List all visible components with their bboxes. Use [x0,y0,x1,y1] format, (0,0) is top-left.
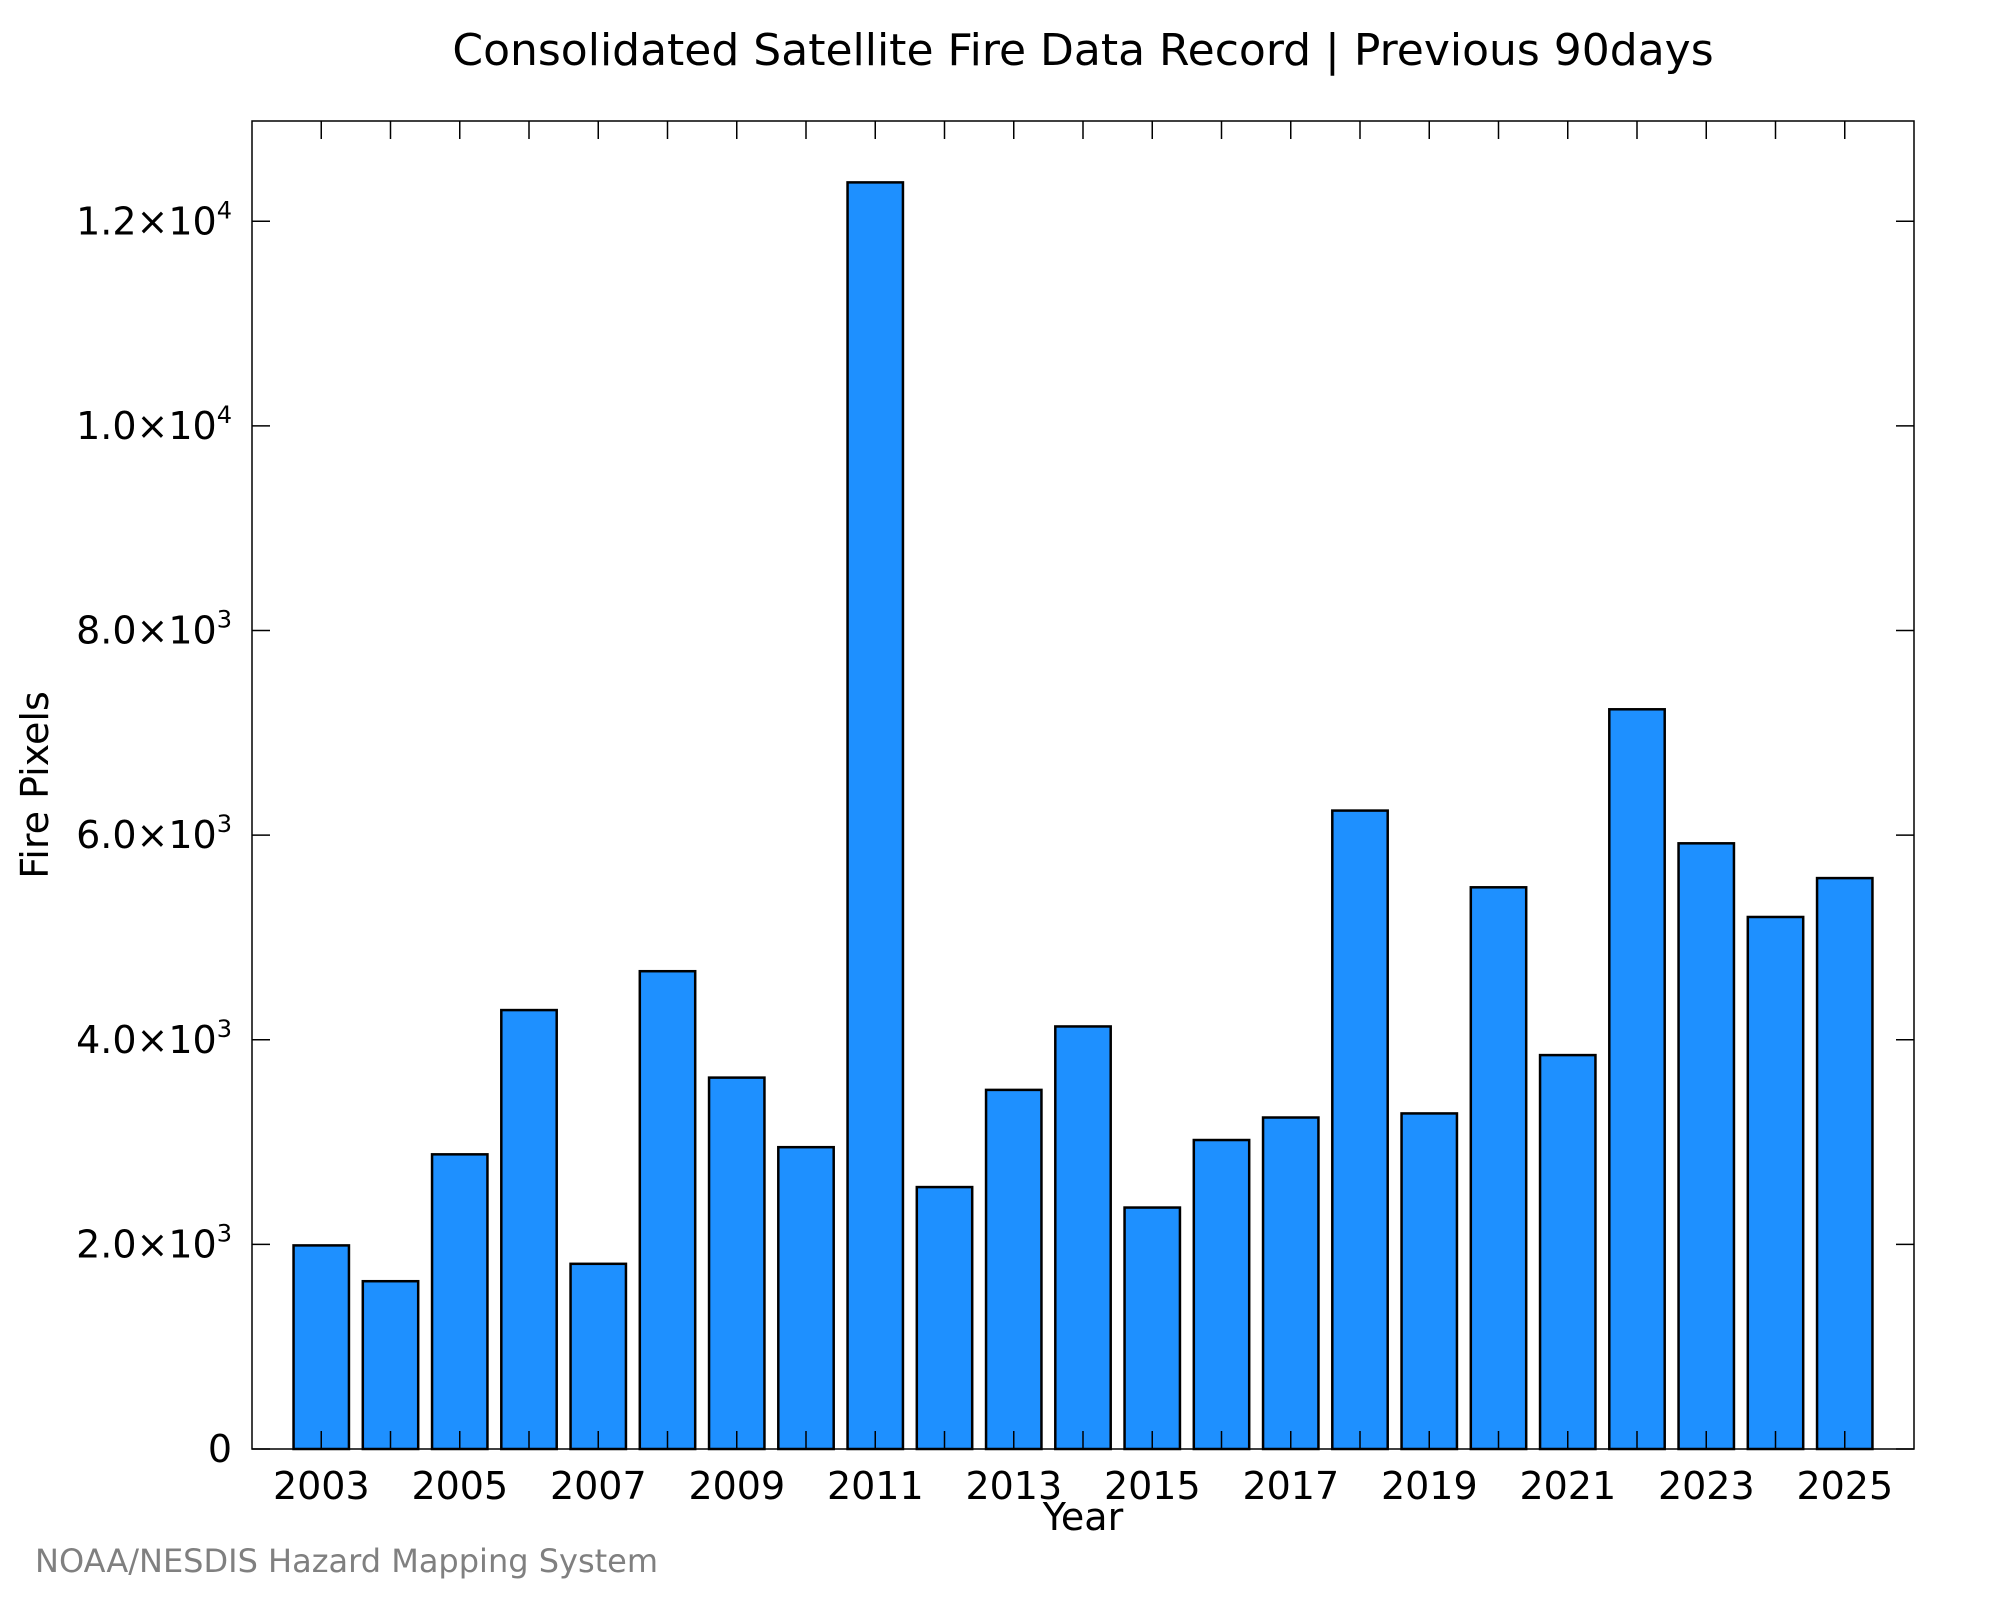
bar-2009 [707,1076,766,1451]
bar-2005 [430,1153,489,1451]
bar-2010 [777,1145,835,1451]
x-tick-label-2025: 2025 [1796,1464,1893,1508]
bar-2008 [638,969,697,1451]
bar-2012 [915,1185,974,1451]
bar-2020 [1469,886,1528,1451]
plot-frame [251,120,1915,1450]
bar-2014 [1054,1025,1112,1451]
y-tick-label: 8.0×103 [76,606,232,653]
x-tick-label-2013: 2013 [965,1464,1062,1508]
bar-2017 [1261,1116,1320,1451]
bar-2022 [1608,708,1666,1451]
y-tick-label: 1.2×104 [76,196,232,243]
y-tick-label: 6.0×103 [76,810,232,857]
x-tick-label-2005: 2005 [411,1464,508,1508]
y-tick-label: 4.0×103 [76,1015,232,1062]
x-tick-label-2021: 2021 [1519,1464,1616,1508]
ticks-layer [252,121,1914,1450]
bar-2023 [1677,842,1736,1451]
x-tick-label-2015: 2015 [1104,1464,1201,1508]
x-tick-label-2007: 2007 [550,1464,647,1508]
bar-2004 [361,1279,420,1451]
credit-text: NOAA/NESDIS Hazard Mapping System [35,1542,658,1580]
bar-2011 [846,181,905,1451]
bar-2015 [1123,1206,1182,1451]
bar-2006 [500,1008,558,1451]
bar-2021 [1538,1053,1597,1451]
x-tick-label-2023: 2023 [1658,1464,1755,1508]
bar-2016 [1192,1138,1251,1451]
bar-2019 [1400,1112,1459,1451]
y-axis-label: Fire Pixels [13,691,57,879]
x-tick-label-2017: 2017 [1242,1464,1339,1508]
bar-2024 [1746,915,1805,1451]
x-tick-labels: 2003 2005 2007 2009 2011 2013 2015 2017 2019 2021… [273,1464,1893,1508]
bars-layer [292,181,1874,1451]
y-tick-label: 1.0×104 [76,401,232,448]
x-tick-label-2003: 2003 [273,1464,370,1508]
y-tick-label: 0 [208,1427,232,1471]
chart-title: Consolidated Satellite Fire Data Record … [452,25,1713,76]
x-axis-label: Year [1042,1495,1124,1539]
bar-2025 [1815,876,1874,1451]
bar-2018 [1331,809,1389,1451]
bar-2013 [984,1088,1043,1451]
y-tick-label: 2.0×103 [76,1219,232,1266]
bar-2007 [569,1262,628,1451]
x-tick-label-2019: 2019 [1381,1464,1478,1508]
bar-2003 [292,1244,351,1451]
y-tick-labels: 0 2.0×103 4.0×103 6.0×103 8.0×103 1.0×104 1.2×… [76,196,232,1471]
x-tick-label-2009: 2009 [688,1464,785,1508]
x-tick-label-2011: 2011 [827,1464,924,1508]
